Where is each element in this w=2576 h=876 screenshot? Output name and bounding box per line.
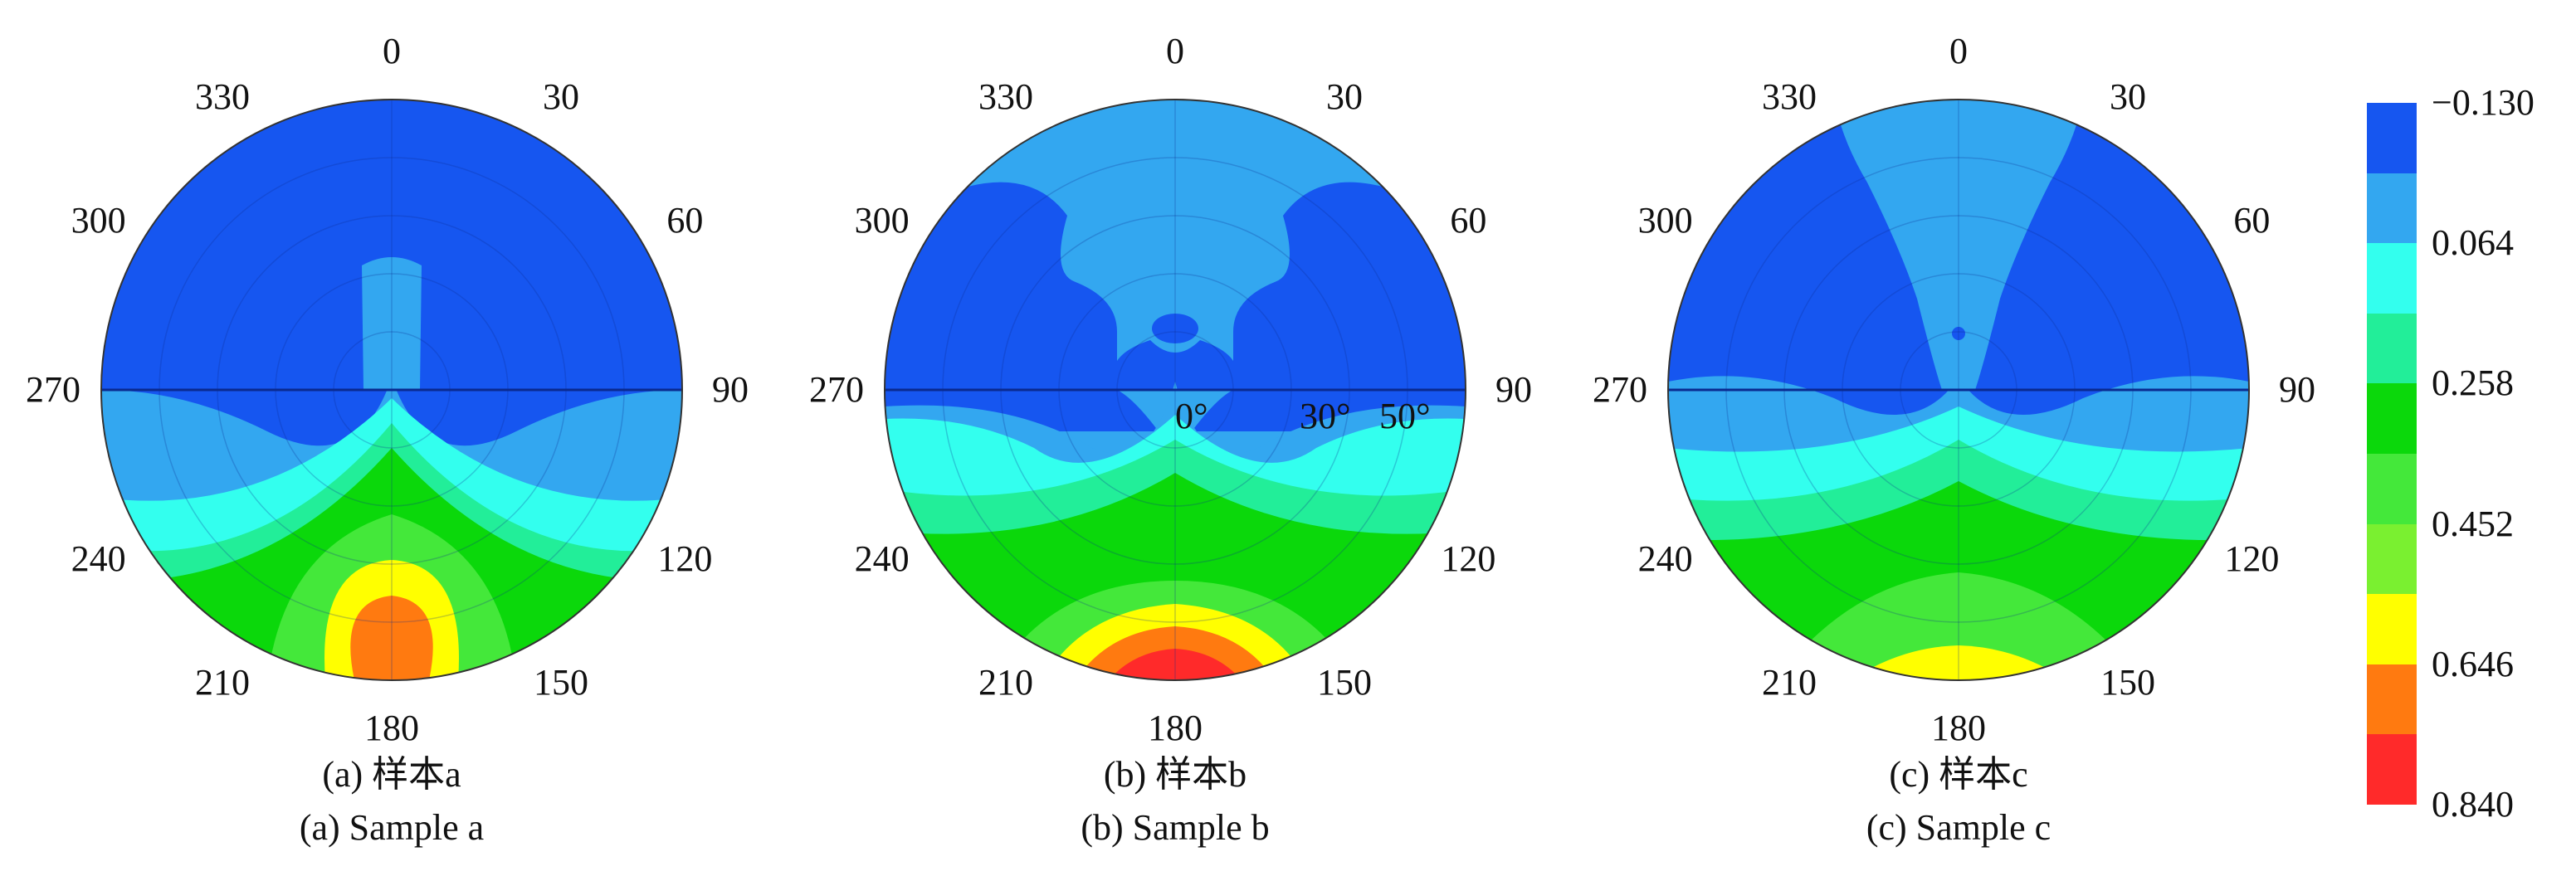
colorbar [2367,103,2417,805]
region-level-2-upper [1834,100,2083,390]
angle-tick-0: 0 [383,31,401,71]
angle-tick-180: 180 [1931,708,1986,748]
region-level-8 [350,596,433,680]
angle-tick-240: 240 [71,538,126,579]
colorbar-segment [2367,243,2417,314]
region-level-1-spot [1952,327,1965,340]
colorbar-segment [2367,383,2417,455]
colorbar-segment [2367,313,2417,384]
region-level-1-right [1233,182,1466,390]
angle-tick-150: 150 [534,662,588,703]
angle-tick-300: 300 [1637,200,1693,241]
angle-tick-270: 270 [26,369,80,410]
polar-frame [884,99,1466,681]
region-level-5 [885,473,1466,680]
colorbar-tick-label: −0.130 [2432,82,2535,123]
radial-annotation-30: 30° [1300,396,1351,436]
region-level-7 [1851,645,2066,680]
polar-plot-c: 0 30 60 90 120 150 180 210 240 270 300 330 (c) 样本c … [1585,0,2332,876]
angle-tick-270: 270 [1593,369,1647,410]
colorbar-tick-label: 0.064 [2432,222,2514,264]
colorbar-tick-label: 0.258 [2432,363,2514,404]
region-level-1-left [885,182,1117,390]
angle-tick-180: 180 [1148,708,1203,748]
angle-tick-270: 270 [809,369,864,410]
angle-tick-180: 180 [364,708,419,748]
colorbar-tick-label: 0.840 [2432,784,2514,825]
angle-tick-120: 120 [2224,538,2280,579]
region-level-6 [1776,572,2141,680]
angle-tick-30: 30 [543,75,579,117]
angle-tick-330: 330 [195,75,250,117]
angle-tick-330: 330 [1762,75,1817,117]
colorbar-tick-label: 0.452 [2432,503,2514,544]
polar-frame [1667,99,2250,681]
angle-tick-240: 240 [1637,538,1693,579]
region-level-1-center [1113,340,1237,390]
caption-cn-b: (b) 样本b [1103,754,1247,795]
angle-tick-120: 120 [657,538,713,579]
radial-annotation-50: 50° [1379,396,1431,436]
polar-frame [100,99,683,681]
colorbar-tick-label: 0.646 [2432,643,2514,684]
angle-tick-210: 210 [978,662,1033,703]
caption-en-a: (a) Sample a [299,807,485,848]
caption-cn-c: (c) 样本c [1889,754,2028,795]
colorbar-segment [2367,734,2417,805]
colorbar-segment [2367,454,2417,525]
angle-tick-150: 150 [2100,662,2155,703]
region-level-2-stem [362,257,422,390]
polar-plot-a: 0 30 60 90 120 150 180 210 240 270 300 330 (a) 样本a … [18,0,765,876]
region-level-1-spot [1152,314,1198,343]
region-level-9 [1109,649,1242,680]
angle-tick-240: 240 [854,538,910,579]
angle-tick-30: 30 [2110,75,2146,117]
angle-tick-0: 0 [1949,31,1968,71]
radial-annotation-0: 0° [1175,396,1208,436]
angle-tick-0: 0 [1166,31,1184,71]
angle-tick-90: 90 [1495,369,1532,410]
colorbar-segment [2367,103,2417,174]
angle-tick-30: 30 [1326,75,1363,117]
caption-cn-a: (a) 样本a [322,754,461,795]
polar-plot-a-svg [100,99,683,681]
angle-tick-210: 210 [195,662,250,703]
caption-en-c: (c) Sample c [1866,807,2052,848]
angle-tick-150: 150 [1317,662,1372,703]
angle-tick-90: 90 [2279,369,2315,410]
angle-tick-300: 300 [854,200,910,241]
angle-tick-210: 210 [1762,662,1817,703]
colorbar-segment [2367,594,2417,665]
caption-en-b: (b) Sample b [1081,807,1270,848]
angle-tick-330: 330 [978,75,1033,117]
polar-plot-c-svg [1667,99,2250,681]
angle-tick-90: 90 [712,369,749,410]
angle-tick-300: 300 [71,200,126,241]
angle-tick-60: 60 [666,200,704,241]
angle-tick-120: 120 [1441,538,1496,579]
colorbar-segment [2367,664,2417,735]
colorbar-segment [2367,523,2417,595]
angle-tick-60: 60 [2233,200,2271,241]
colorbar-segment [2367,173,2417,244]
angle-tick-60: 60 [1450,200,1487,241]
polar-plot-b-svg [884,99,1466,681]
polar-plot-b: 0 30 60 90 120 150 180 210 240 270 300 330 0° 30° 5… [802,0,1549,876]
